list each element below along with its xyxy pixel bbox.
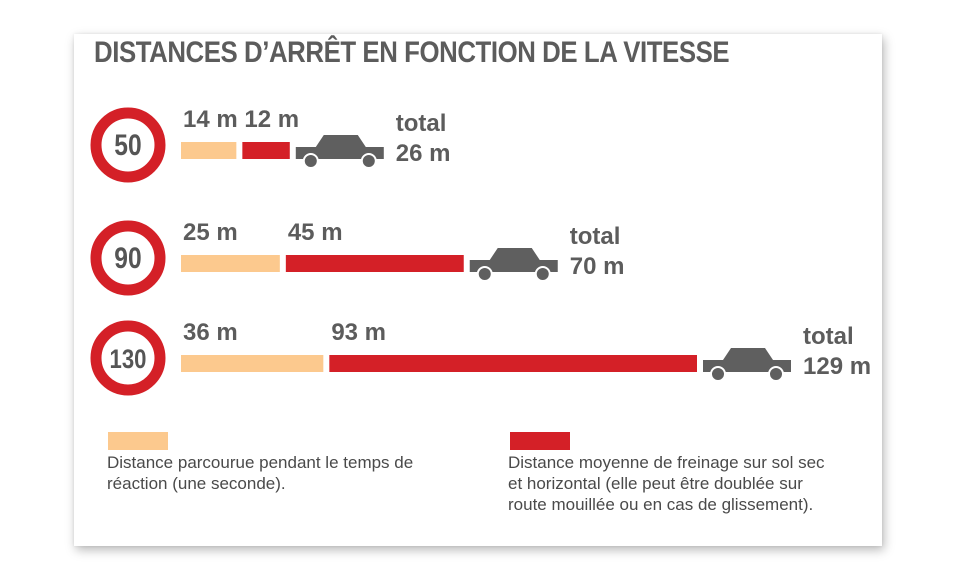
speed-limit-label: 90 xyxy=(114,241,141,275)
legend-text-reaction: Distance parcourue pendant le temps de r… xyxy=(107,453,414,493)
total-value: 129 m xyxy=(803,353,871,380)
reaction-distance-label: 14 m xyxy=(183,106,238,133)
car-wheel-icon xyxy=(768,366,784,382)
reaction-distance-bar xyxy=(181,355,324,372)
reaction-distance-bar xyxy=(181,142,237,159)
car-wheel-icon xyxy=(534,266,551,282)
chart-card xyxy=(74,34,882,546)
total-label: total xyxy=(396,110,447,137)
total-label: total xyxy=(570,223,621,250)
reaction-distance-bar xyxy=(181,255,280,272)
speed-limit-sign-icon xyxy=(90,320,166,396)
chart-title: DISTANCES D’ARRÊT EN FONCTION DE LA VITE… xyxy=(94,36,730,69)
total-label: total xyxy=(803,323,854,350)
braking-distance-label: 45 m xyxy=(288,219,343,246)
braking-distance-label: 93 m xyxy=(331,319,386,346)
speed-limit-sign-icon xyxy=(90,107,166,183)
legend-swatch-braking xyxy=(510,432,570,450)
total-value: 26 m xyxy=(396,140,451,167)
speed-limit-label: 130 xyxy=(110,345,147,375)
car-icon xyxy=(295,135,384,159)
braking-distance-label: 12 m xyxy=(244,106,299,133)
car-wheel-icon xyxy=(302,153,319,169)
braking-distance-bar xyxy=(285,255,464,272)
speed-limit-label: 50 xyxy=(114,128,141,162)
reaction-distance-label: 25 m xyxy=(183,219,238,246)
car-wheel-icon xyxy=(710,366,726,382)
legend-text-braking: Distance moyenne de freinage sur sol sec… xyxy=(508,453,825,514)
braking-distance-bar xyxy=(329,355,697,372)
legend-swatch-reaction xyxy=(108,432,168,450)
braking-distance-bar xyxy=(242,142,290,159)
reaction-distance-label: 36 m xyxy=(183,319,238,346)
car-icon xyxy=(703,348,791,372)
car-wheel-icon xyxy=(476,266,493,282)
car-icon xyxy=(469,248,558,272)
total-value: 70 m xyxy=(570,253,625,280)
car-wheel-icon xyxy=(360,153,377,169)
speed-limit-sign-icon xyxy=(90,220,166,296)
